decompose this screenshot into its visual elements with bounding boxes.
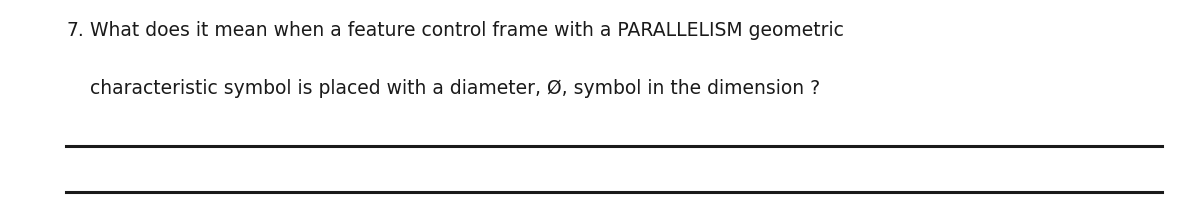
Text: 7.: 7. xyxy=(66,21,84,40)
Text: characteristic symbol is placed with a diameter, Ø, symbol in the dimension ?: characteristic symbol is placed with a d… xyxy=(90,79,820,98)
Text: What does it mean when a feature control frame with a PARALLELISM geometric: What does it mean when a feature control… xyxy=(90,21,844,40)
